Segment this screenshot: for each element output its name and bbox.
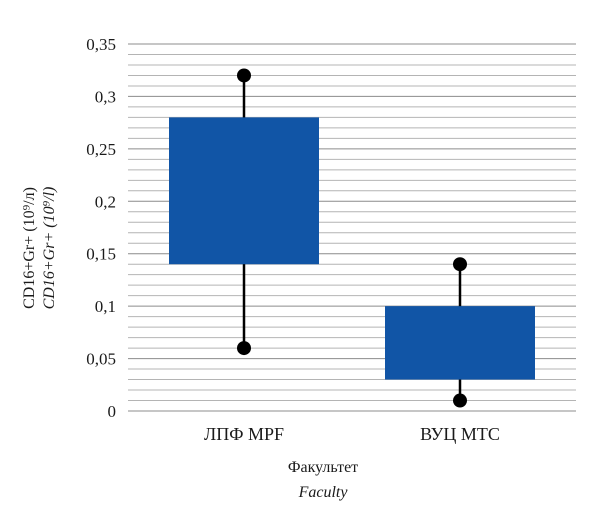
y-tick-label: 0,25 <box>86 140 116 159</box>
y-tick-labels: 0 0,05 0,1 0,15 0,2 0,25 0,3 0,35 <box>86 35 116 421</box>
y-tick-label: 0,05 <box>86 350 116 369</box>
x-axis-title: Факультет <box>288 459 358 476</box>
max-marker <box>237 68 251 83</box>
y-tick-label: 0,2 <box>95 192 116 211</box>
y-tick-label: 0,1 <box>95 297 116 316</box>
y-tick-label: 0 <box>108 402 117 421</box>
y-tick-label: 0,15 <box>86 245 116 264</box>
x-axis-title-en: Faculty <box>298 484 349 501</box>
category-label: ВУЦ MTC <box>420 424 500 444</box>
grid-lines <box>128 43 576 412</box>
min-marker <box>453 393 467 408</box>
boxes <box>169 68 535 408</box>
iqr-box <box>385 306 535 380</box>
y-tick-label: 0,35 <box>86 35 116 54</box>
y-axis-title-en: CD16+Gr+ (10⁹/l) <box>41 187 58 310</box>
min-marker <box>237 341 251 356</box>
category-labels: ЛПФ MPF ВУЦ MTC <box>204 424 500 444</box>
category-label: ЛПФ MPF <box>204 424 284 444</box>
y-tick-label: 0,3 <box>95 87 116 106</box>
max-marker <box>453 257 467 272</box>
y-axis-title: CD16+Gr+ (10⁹/л) <box>21 187 38 309</box>
iqr-box <box>169 117 319 265</box>
